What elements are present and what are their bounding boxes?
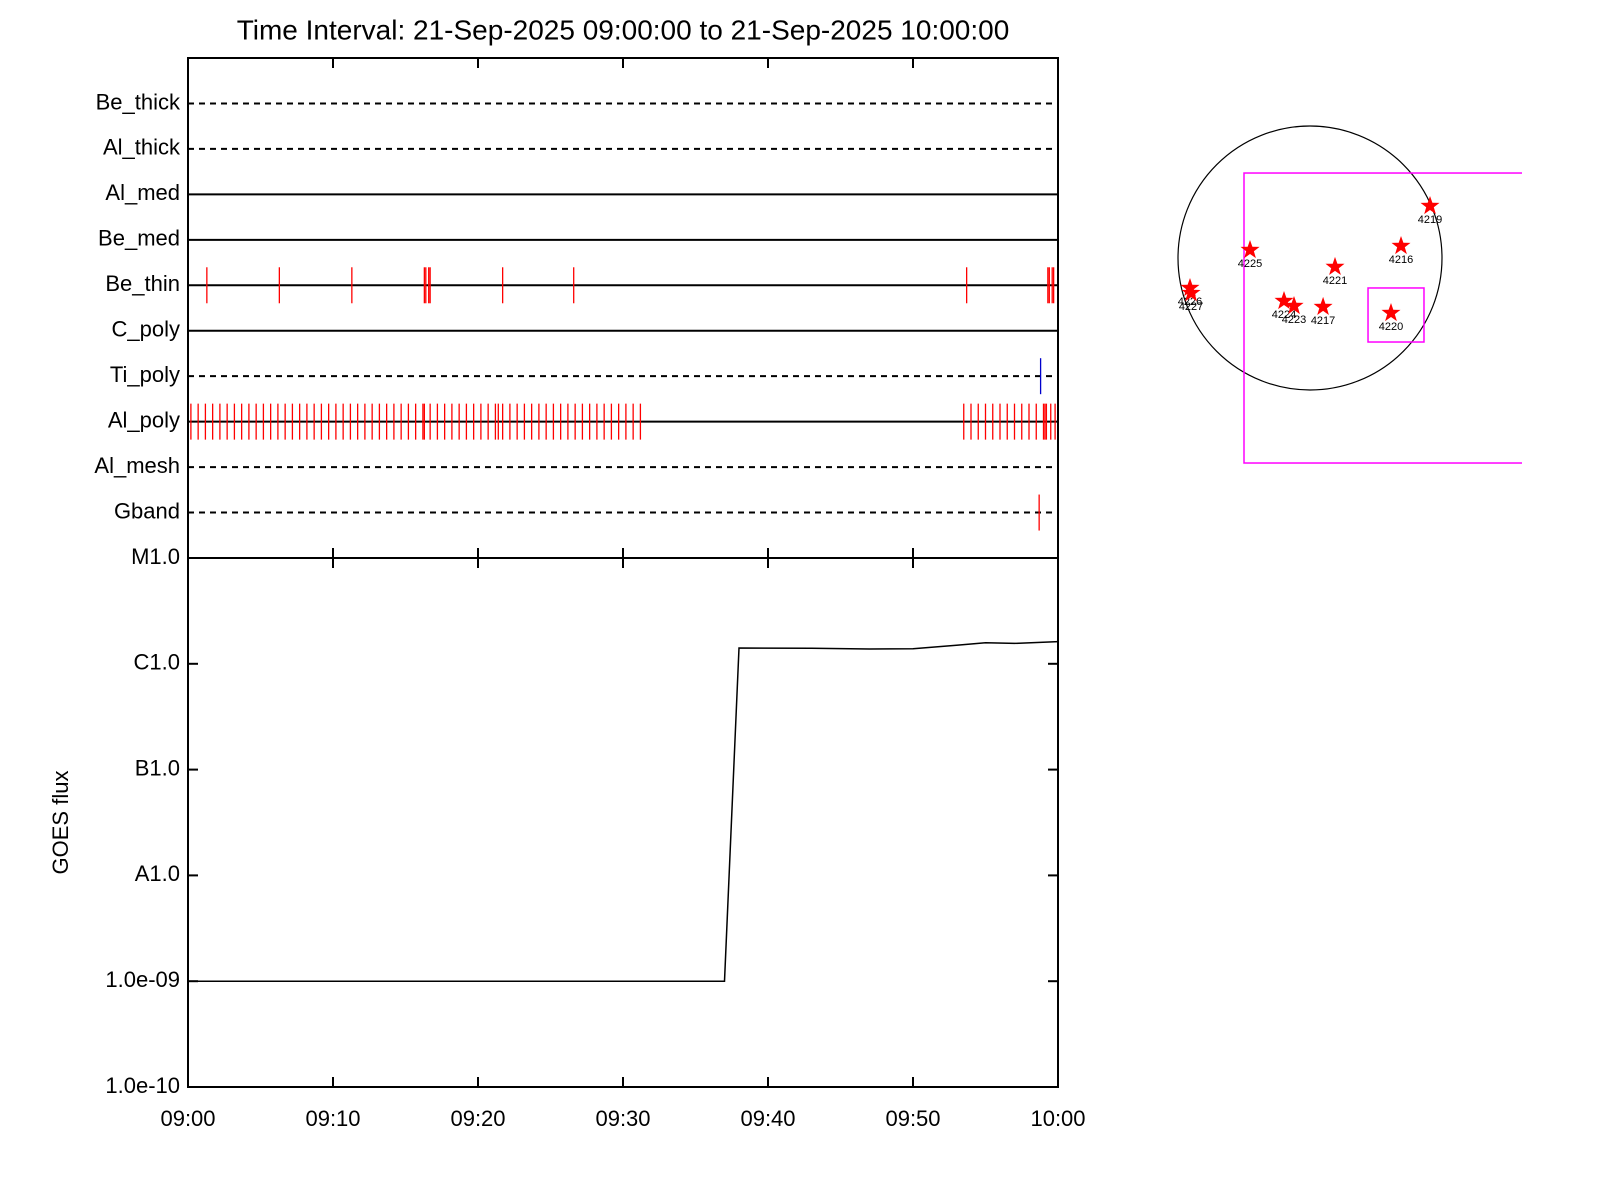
active-region-marker [1284,296,1304,315]
x-tick-label: 09:10 [305,1106,360,1131]
y-axis-label: GOES flux [48,771,73,875]
active-region-marker [1391,236,1411,255]
active-region-label: 4219 [1418,214,1442,226]
filter-label: Gband [114,498,180,523]
x-tick-label: 09:40 [740,1106,795,1131]
active-region-marker [1420,196,1440,215]
y-tick-label: M1.0 [131,544,180,569]
active-region-marker [1313,296,1333,315]
y-tick-label: C1.0 [134,650,180,675]
active-region-marker [1274,291,1294,310]
filter-label: Al_med [105,180,180,205]
active-region-label: 4227 [1179,301,1203,313]
field-of-view-box [1367,287,1425,343]
active-region-label: 4223 [1282,314,1306,326]
filter-label: Al_poly [108,407,180,432]
filter-label: Ti_poly [110,362,180,387]
active-region-label: 4225 [1238,258,1262,270]
y-tick-label: A1.0 [135,861,180,886]
x-tick-label: 09:30 [595,1106,650,1131]
solar-disk [1177,125,1443,391]
active-region-marker [1181,283,1201,302]
filter-label: Be_med [98,226,180,251]
filter-label: Be_thin [105,271,180,296]
chart-title: Time Interval: 21-Sep-2025 09:00:00 to 2… [237,14,1010,45]
x-tick-label: 09:00 [160,1106,215,1131]
y-tick-label: 1.0e-09 [105,967,180,992]
filter-label: Al_mesh [94,453,180,478]
active-region-marker [1240,240,1260,259]
active-region-label: 4217 [1311,315,1335,327]
field-of-view-box [1243,172,1522,464]
active-region-label: 4216 [1389,254,1413,266]
flux-line [188,640,1059,982]
x-tick-label: 10:00 [1030,1106,1085,1131]
active-region-marker [1325,256,1345,275]
filter-label: Be_thick [96,89,181,114]
filter-label: Al_thick [103,135,181,160]
active-region-marker [1381,303,1401,322]
active-region-label: 4221 [1323,275,1347,287]
x-tick-label: 09:50 [885,1106,940,1131]
y-tick-label: 1.0e-10 [105,1073,180,1098]
y-tick-label: B1.0 [135,755,180,780]
active-region-label: 4220 [1379,321,1403,333]
map-boxes [1243,172,1522,464]
x-tick-label: 09:20 [450,1106,505,1131]
filter-label: C_poly [112,317,180,342]
